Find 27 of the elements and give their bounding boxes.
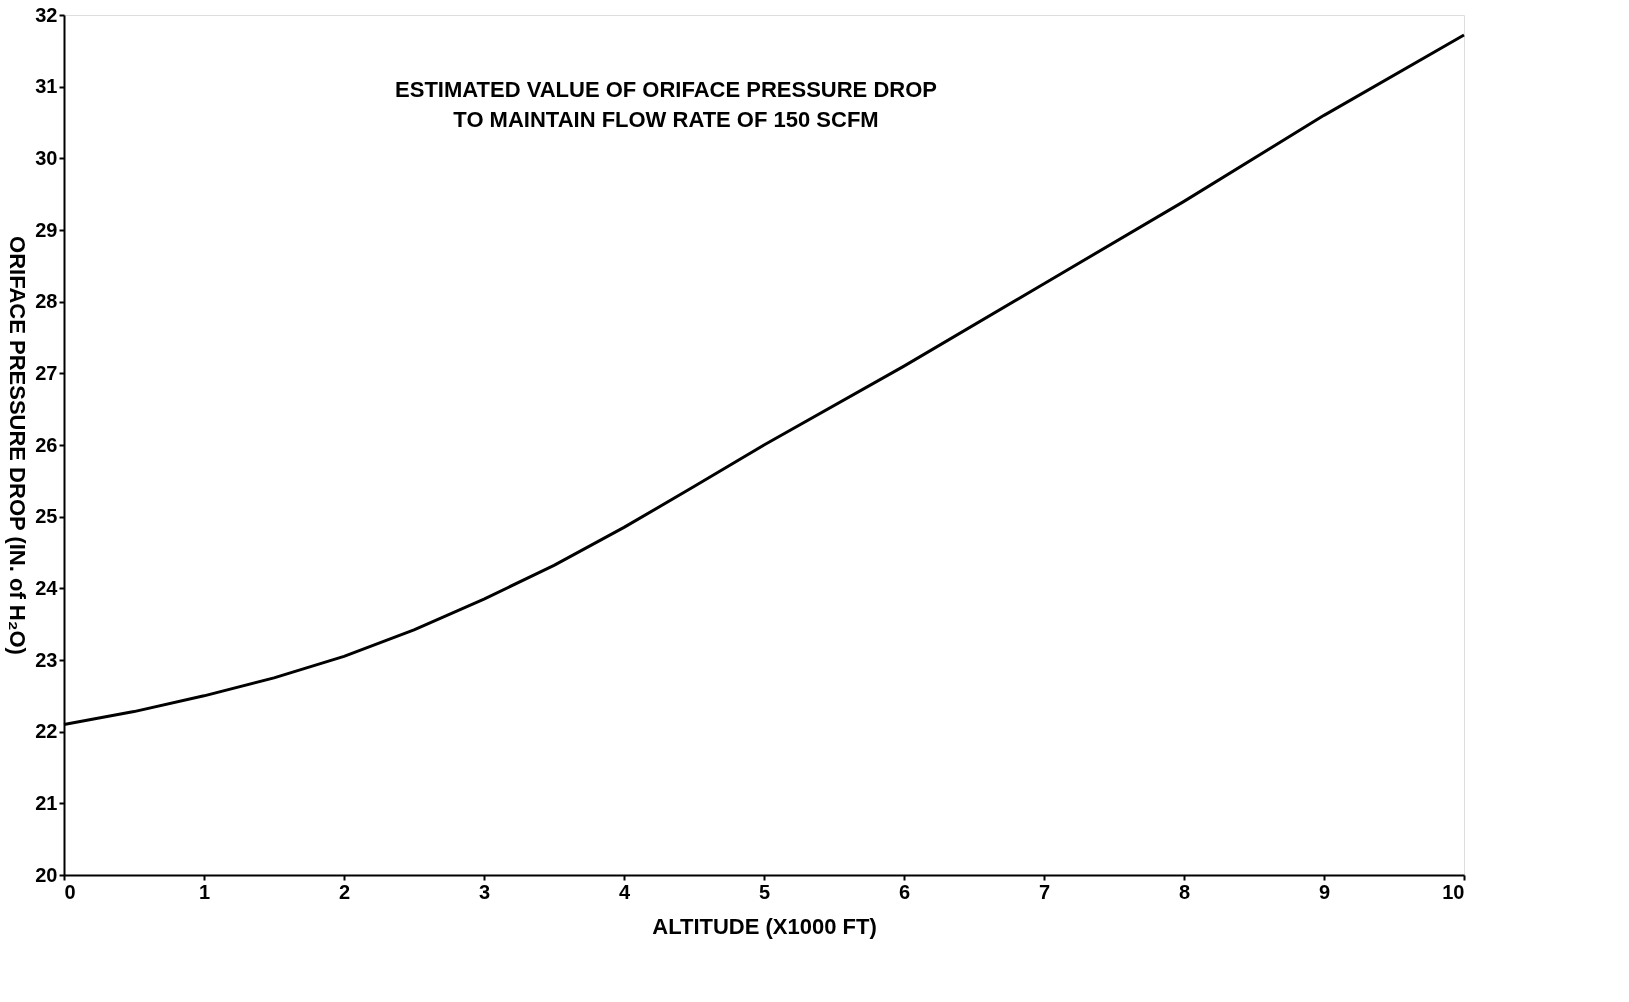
- y-tick-label: 21: [35, 791, 58, 814]
- x-tick-label: 10: [1442, 880, 1465, 903]
- y-tick-label: 20: [35, 863, 58, 886]
- y-tick-label: 22: [35, 720, 58, 743]
- text: ESTIMATED VALUE OF ORIFACE PRESSURE DROP TO MAINTAIN FLOW RATE OF 150 SCFM: [395, 77, 937, 132]
- x-tick-label: 1: [198, 880, 211, 903]
- y-tick-label: 25: [35, 505, 58, 528]
- x-tick-label: 7: [1038, 880, 1051, 903]
- y-tick-label: 29: [35, 218, 58, 241]
- y-tick-label: 24: [35, 576, 59, 599]
- x-tick-label: 3: [478, 880, 491, 903]
- x-tick-label: 0: [64, 880, 76, 903]
- y-tick-label: 27: [35, 361, 58, 384]
- y-tick-label: 31: [35, 75, 58, 98]
- x-tick-label: 2: [338, 880, 351, 903]
- x-tick-label: 4: [618, 880, 631, 903]
- x-tick-label: 5: [758, 880, 771, 903]
- y-tick-label: 23: [35, 648, 58, 671]
- y-tick-label: 28: [35, 290, 58, 313]
- x-tick-label: 9: [1318, 880, 1331, 903]
- x-tick-label: 8: [1178, 880, 1191, 903]
- y-tick-label: 26: [35, 433, 58, 456]
- y-tick-label: 30: [35, 146, 58, 169]
- y-tick-label: 32: [35, 3, 58, 26]
- y-axis-title: ORIFACE PRESSURE DROP (IN. of H₂O): [4, 236, 30, 655]
- x-axis-title: ALTITUDE (X1000 FT): [652, 913, 877, 939]
- x-tick-label: 6: [898, 880, 911, 903]
